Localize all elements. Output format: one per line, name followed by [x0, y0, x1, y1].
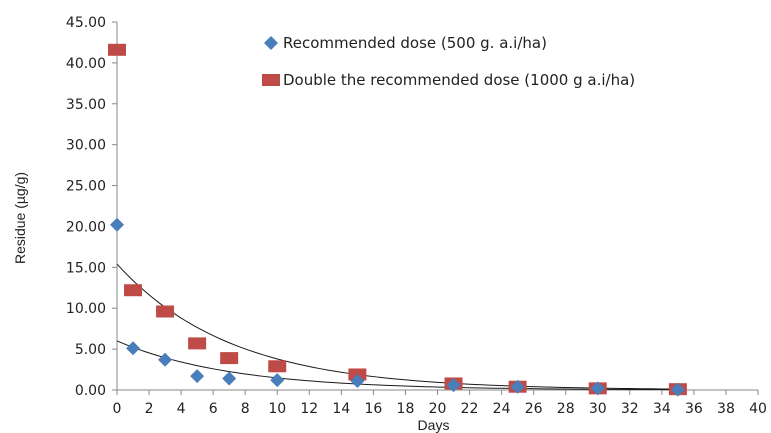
x-tick-label: 14: [332, 401, 350, 417]
y-tick-label: 40.00: [66, 56, 106, 72]
x-tick-label: 2: [145, 401, 154, 417]
point-series-2: [220, 352, 239, 365]
y-tick-label: 15.00: [66, 260, 106, 276]
point-series-1: [670, 382, 685, 397]
x-axis-title: Days: [418, 417, 450, 433]
x-tick-label: 10: [268, 401, 286, 417]
y-tick-label: 0.00: [75, 383, 106, 399]
y-tick-label: 10.00: [66, 301, 106, 317]
x-tick-label: 28: [557, 401, 575, 417]
y-tick-label: 5.00: [75, 342, 106, 358]
y-axis-title: Residue (µg/g): [12, 172, 28, 264]
x-tick-label: 4: [177, 401, 186, 417]
data-points: [108, 43, 687, 397]
point-series-1: [222, 371, 237, 386]
trendline-series-1: [116, 340, 678, 391]
point-series-1: [590, 381, 605, 396]
x-tick-label: 0: [113, 401, 122, 417]
y-tick-label: 45.00: [66, 15, 106, 31]
legend-marker-2: [262, 74, 280, 86]
x-tick-label: 16: [364, 401, 382, 417]
x-tick-label: 34: [653, 401, 671, 417]
y-tick-label: 30.00: [66, 138, 106, 154]
point-series-1: [510, 379, 525, 394]
legend-label-2: Double the recommended dose (1000 g a.i/…: [283, 71, 635, 89]
trendline-series-2: [116, 263, 678, 390]
point-series-2: [108, 43, 126, 56]
x-tick-label: 24: [493, 401, 511, 417]
x-tick-label: 38: [717, 401, 735, 417]
point-series-1: [110, 217, 124, 232]
trendlines: [116, 263, 678, 391]
legend-marker-1: [264, 36, 278, 50]
x-tick-label: 36: [685, 401, 703, 417]
y-tick-label: 25.00: [66, 179, 106, 195]
point-series-1: [126, 341, 141, 356]
legend: Recommended dose (500 g. a.i/ha) Double t…: [262, 34, 635, 89]
x-tick-label: 40: [749, 401, 767, 417]
point-series-1: [350, 374, 365, 389]
point-series-1: [446, 378, 461, 393]
x-tick-label: 30: [589, 401, 607, 417]
point-series-2: [156, 305, 175, 318]
x-tick-label: 6: [209, 401, 218, 417]
x-tick-label: 22: [461, 401, 479, 417]
legend-label-1: Recommended dose (500 g. a.i/ha): [283, 34, 547, 52]
point-series-1: [270, 373, 285, 388]
x-tick-labels: 0 2 4 6 8 10 12 14 16 18 20 22 24 26 28 30 32 34 36 38 40: [113, 401, 767, 417]
y-tick-label: 35.00: [66, 97, 106, 113]
x-tick-label: 20: [429, 401, 447, 417]
point-series-1: [190, 369, 205, 384]
x-tick-label: 26: [525, 401, 543, 417]
point-series-2: [124, 284, 143, 297]
point-series-1: [158, 352, 173, 367]
point-series-2: [188, 337, 207, 350]
y-tick-labels: 0.00 5.00 10.00 15.00 20.00 25.00 30.00 35.00 40…: [66, 15, 106, 399]
x-tick-label: 12: [300, 401, 318, 417]
y-tick-label: 20.00: [66, 219, 106, 235]
x-tick-label: 8: [241, 401, 250, 417]
x-tick-label: 32: [621, 401, 639, 417]
point-series-2: [268, 360, 287, 373]
x-tick-label: 18: [397, 401, 415, 417]
